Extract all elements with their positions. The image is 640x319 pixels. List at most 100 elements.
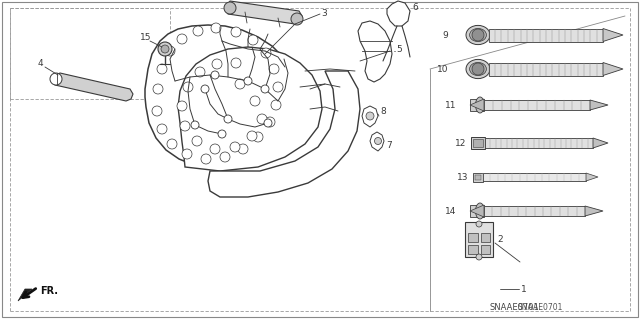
Circle shape bbox=[193, 26, 203, 36]
Text: 12: 12 bbox=[454, 138, 466, 147]
Circle shape bbox=[273, 82, 283, 92]
Circle shape bbox=[152, 106, 162, 116]
Polygon shape bbox=[52, 73, 133, 101]
Circle shape bbox=[177, 34, 187, 44]
Bar bbox=[468, 245, 478, 254]
Circle shape bbox=[224, 2, 236, 14]
Circle shape bbox=[224, 115, 232, 123]
Bar bbox=[468, 233, 478, 242]
Text: 6: 6 bbox=[412, 3, 418, 11]
Text: 4: 4 bbox=[38, 60, 44, 69]
Ellipse shape bbox=[470, 28, 486, 41]
Ellipse shape bbox=[466, 59, 490, 78]
Text: SNAAE0701: SNAAE0701 bbox=[517, 302, 563, 311]
Text: FR.: FR. bbox=[40, 286, 58, 296]
Text: SNAAE0701: SNAAE0701 bbox=[490, 302, 540, 311]
Text: 3: 3 bbox=[321, 10, 327, 19]
Circle shape bbox=[218, 130, 226, 138]
Circle shape bbox=[50, 73, 62, 85]
Polygon shape bbox=[145, 25, 293, 167]
Circle shape bbox=[157, 124, 167, 134]
Bar bbox=[481, 245, 490, 254]
Polygon shape bbox=[387, 1, 410, 26]
Circle shape bbox=[476, 221, 482, 227]
Ellipse shape bbox=[466, 26, 490, 45]
Ellipse shape bbox=[476, 203, 484, 219]
Polygon shape bbox=[362, 106, 378, 127]
Bar bbox=[471, 137, 485, 149]
Circle shape bbox=[180, 121, 190, 131]
Circle shape bbox=[238, 144, 248, 154]
Circle shape bbox=[211, 71, 219, 79]
Bar bbox=[489, 63, 603, 76]
Circle shape bbox=[374, 137, 381, 145]
Bar bbox=[470, 205, 484, 217]
Circle shape bbox=[183, 82, 193, 92]
Circle shape bbox=[195, 67, 205, 77]
Circle shape bbox=[192, 136, 202, 146]
Circle shape bbox=[182, 149, 192, 159]
Text: 13: 13 bbox=[456, 173, 468, 182]
Text: 2: 2 bbox=[497, 235, 502, 244]
Bar bbox=[465, 222, 493, 257]
Circle shape bbox=[366, 112, 374, 120]
Polygon shape bbox=[590, 100, 608, 110]
Circle shape bbox=[472, 29, 484, 41]
Circle shape bbox=[231, 27, 241, 37]
Bar bbox=[484, 100, 590, 110]
Bar bbox=[473, 139, 483, 147]
Text: 5: 5 bbox=[396, 44, 402, 54]
Bar bbox=[483, 173, 586, 181]
Polygon shape bbox=[586, 173, 598, 181]
Polygon shape bbox=[370, 132, 384, 151]
Bar bbox=[484, 206, 585, 216]
Circle shape bbox=[291, 13, 303, 25]
Polygon shape bbox=[603, 28, 623, 41]
Circle shape bbox=[244, 77, 252, 85]
Circle shape bbox=[265, 117, 275, 127]
Bar bbox=[473, 173, 483, 182]
Circle shape bbox=[250, 96, 260, 106]
Circle shape bbox=[167, 139, 177, 149]
Circle shape bbox=[157, 64, 167, 74]
Text: 14: 14 bbox=[445, 206, 456, 216]
Polygon shape bbox=[470, 205, 484, 217]
Polygon shape bbox=[470, 99, 484, 111]
Circle shape bbox=[269, 64, 279, 74]
Text: 11: 11 bbox=[445, 100, 456, 109]
Bar bbox=[481, 233, 490, 242]
Circle shape bbox=[247, 131, 257, 141]
Polygon shape bbox=[178, 47, 322, 171]
Circle shape bbox=[210, 144, 220, 154]
Circle shape bbox=[271, 100, 281, 110]
Circle shape bbox=[235, 79, 245, 89]
Circle shape bbox=[476, 254, 482, 260]
Text: 1: 1 bbox=[521, 285, 527, 293]
Bar bbox=[470, 99, 484, 111]
Text: 10: 10 bbox=[436, 64, 448, 73]
Ellipse shape bbox=[476, 97, 484, 113]
Circle shape bbox=[261, 85, 269, 93]
Bar bbox=[475, 174, 481, 180]
Bar bbox=[485, 138, 593, 148]
Polygon shape bbox=[208, 71, 360, 197]
Circle shape bbox=[253, 132, 263, 142]
Circle shape bbox=[165, 46, 175, 56]
Circle shape bbox=[472, 63, 484, 75]
Polygon shape bbox=[358, 21, 392, 82]
Polygon shape bbox=[585, 206, 603, 216]
Polygon shape bbox=[225, 1, 302, 24]
Circle shape bbox=[211, 23, 221, 33]
Circle shape bbox=[158, 42, 172, 56]
Polygon shape bbox=[593, 138, 608, 148]
Circle shape bbox=[177, 101, 187, 111]
Circle shape bbox=[201, 85, 209, 93]
Ellipse shape bbox=[470, 63, 486, 76]
Circle shape bbox=[212, 59, 222, 69]
Circle shape bbox=[201, 154, 211, 164]
Text: 7: 7 bbox=[386, 142, 392, 151]
Bar bbox=[489, 28, 603, 41]
Polygon shape bbox=[18, 289, 32, 301]
Circle shape bbox=[261, 48, 271, 58]
Circle shape bbox=[161, 45, 169, 53]
